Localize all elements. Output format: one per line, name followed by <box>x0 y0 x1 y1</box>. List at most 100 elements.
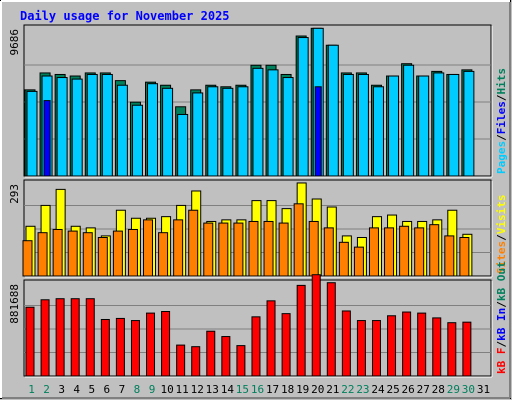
bar-kbf-day-16 <box>251 316 261 377</box>
bar-sites-day-29 <box>444 235 455 277</box>
x-tick-label: 23 <box>356 383 369 396</box>
bar-pages-day-2 <box>43 100 51 177</box>
legend-entry: / <box>495 301 508 308</box>
bar-kbf-day-19 <box>296 284 306 377</box>
bar-sites-day-16 <box>248 220 259 277</box>
bar-files-day-29 <box>448 73 460 177</box>
legend-entry: kB F <box>495 348 508 375</box>
bar-files-day-12 <box>192 92 204 177</box>
bar-kbf-day-13 <box>206 330 216 377</box>
bar-kbf-day-8 <box>130 320 140 377</box>
x-tick-label: 12 <box>191 383 204 396</box>
bar-kbf-day-24 <box>371 320 381 377</box>
bars-visits-sites <box>22 182 473 277</box>
y-max-label: 9686 <box>8 29 21 56</box>
bar-files-day-23 <box>357 73 369 177</box>
bar-kbf-day-25 <box>387 315 397 377</box>
bar-files-day-9 <box>147 83 159 177</box>
bar-kbf-day-6 <box>100 318 110 377</box>
bar-kbf-day-5 <box>85 298 95 377</box>
legend-entry: / <box>495 134 508 141</box>
x-tick-label: 24 <box>371 383 385 396</box>
bar-kbf-day-3 <box>55 298 65 377</box>
bar-files-day-27 <box>418 75 430 177</box>
bar-sites-day-26 <box>399 225 410 277</box>
x-tick-label: 19 <box>296 383 309 396</box>
bar-kbf-day-23 <box>356 320 366 377</box>
x-tick-label: 25 <box>386 383 399 396</box>
legend-entry: kB Out <box>495 261 508 301</box>
panel-visits-sites: 293 Sites/Visits <box>8 179 508 278</box>
bar-kbf-day-30 <box>462 321 472 377</box>
bar-sites-day-22 <box>338 241 349 277</box>
legend-entry: Pages <box>495 141 508 174</box>
x-tick-label: 2 <box>43 383 50 396</box>
bar-kbf-day-29 <box>447 322 457 377</box>
bar-files-day-10 <box>162 87 174 177</box>
bar-kbf-day-14 <box>221 336 231 377</box>
bar-files-day-4 <box>71 78 83 177</box>
bar-sites-day-17 <box>263 220 274 277</box>
bar-sites-day-11 <box>173 219 184 277</box>
x-tick-label: 20 <box>311 383 324 396</box>
x-tick-label: 10 <box>160 383 173 396</box>
x-tick-label: 7 <box>119 383 126 396</box>
x-tick-label: 11 <box>176 383 189 396</box>
bar-pages-day-20 <box>314 86 322 177</box>
bar-kbf-day-2 <box>40 299 50 377</box>
bar-sites-day-6 <box>97 237 108 277</box>
legend-entry: / <box>495 94 508 101</box>
bar-sites-day-12 <box>188 209 199 277</box>
bar-sites-day-9 <box>143 219 154 277</box>
panel-legend: Pages/Files/Hits <box>495 68 508 174</box>
bar-sites-day-10 <box>158 232 169 277</box>
x-tick-label: 18 <box>281 383 294 396</box>
bar-files-day-26 <box>403 64 415 177</box>
bar-kbf-day-28 <box>432 317 442 377</box>
legend-entry: Files <box>495 101 508 134</box>
bar-kbf-day-10 <box>161 310 171 377</box>
bar-files-day-8 <box>131 104 143 177</box>
bar-sites-day-5 <box>82 232 93 277</box>
x-axis: 1 2 3 4 5 6 7 8 9 10 11 12 13 14 15 16 17 18 19 20 21 22 23 24 2… <box>28 383 490 396</box>
x-tick-label: 14 <box>221 383 235 396</box>
x-tick-label: 15 <box>236 383 249 396</box>
bar-sites-day-27 <box>414 227 425 277</box>
bar-sites-day-28 <box>429 224 440 277</box>
bar-files-day-11 <box>177 113 189 177</box>
bar-kbf-day-27 <box>417 312 427 377</box>
bar-files-day-1 <box>26 90 38 177</box>
bar-files-day-30 <box>463 70 475 177</box>
bar-sites-day-18 <box>278 222 289 277</box>
x-tick-label: 21 <box>326 383 339 396</box>
bar-sites-day-2 <box>37 232 48 277</box>
bar-sites-day-4 <box>67 230 78 277</box>
bar-files-day-3 <box>56 77 68 177</box>
bar-kbf-day-4 <box>70 298 80 377</box>
legend-entry: / <box>495 234 508 241</box>
bar-files-day-16 <box>252 67 264 177</box>
bar-sites-day-19 <box>293 203 304 277</box>
bar-sites-day-21 <box>323 227 334 277</box>
bar-files-day-21 <box>327 44 339 177</box>
x-tick-label: 17 <box>266 383 279 396</box>
bar-kbf-day-17 <box>266 300 276 377</box>
x-tick-label: 9 <box>149 383 156 396</box>
bar-kbf-day-9 <box>146 312 156 377</box>
x-tick-label: 8 <box>134 383 141 396</box>
bar-sites-day-20 <box>308 220 319 277</box>
bar-sites-day-3 <box>52 228 63 277</box>
x-tick-label: 3 <box>58 383 65 396</box>
bar-files-day-13 <box>207 86 219 177</box>
x-tick-label: 26 <box>402 383 415 396</box>
bar-kbf-day-15 <box>236 345 246 377</box>
panel-legend: Sites/Visits <box>495 195 508 275</box>
x-tick-label: 22 <box>341 383 354 396</box>
legend-entry: / <box>495 341 508 348</box>
bars-kbytes <box>25 274 472 377</box>
x-tick-label: 30 <box>462 383 475 396</box>
bar-files-day-19 <box>297 37 309 177</box>
bar-sites-day-1 <box>22 240 33 277</box>
